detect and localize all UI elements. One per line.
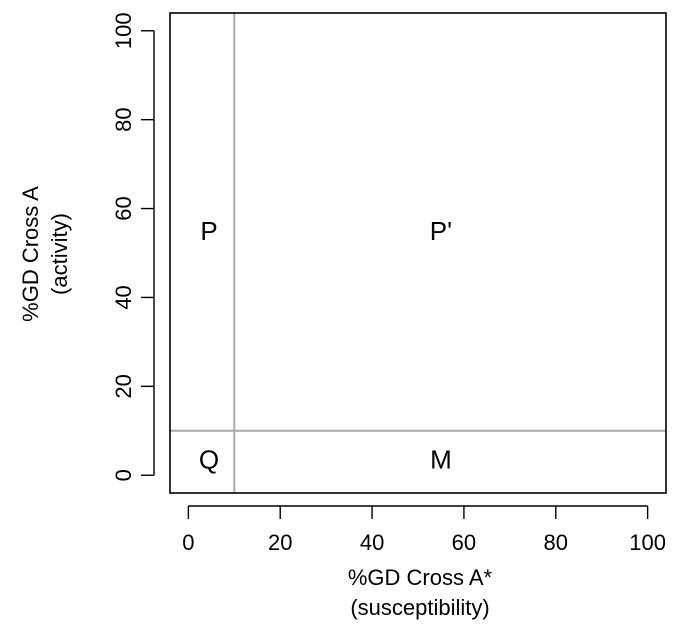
y-tick-label: 40 [111,285,136,309]
x-axis-subtitle: (susceptibility) [350,595,489,620]
x-axis: 0 20 40 60 80 100 [182,505,666,555]
y-tick-label: 60 [111,196,136,220]
x-tick-label: 80 [544,530,568,555]
x-tick-label: 100 [629,530,666,555]
region-label: Q [199,445,219,475]
region-label: P [200,216,217,246]
x-tick-label: 0 [182,530,194,555]
y-tick-label: 0 [111,469,136,481]
x-axis-title: %GD Cross A* [348,565,493,590]
y-tick-label: 100 [111,12,136,49]
y-axis-title: %GD Cross A [18,186,43,322]
x-tick-label: 20 [268,530,292,555]
y-tick-label: 20 [111,374,136,398]
plot-frame [169,12,667,494]
y-tick-label: 80 [111,107,136,131]
region-label: M [430,445,452,475]
x-tick-label: 40 [360,530,384,555]
y-axis: 0 20 40 60 80 100 [111,12,155,481]
threshold-lines [170,13,666,493]
region-label: P' [430,216,452,246]
y-axis-subtitle: (activity) [47,213,72,295]
region-labels: P P' Q M [199,216,452,475]
x-tick-label: 60 [452,530,476,555]
